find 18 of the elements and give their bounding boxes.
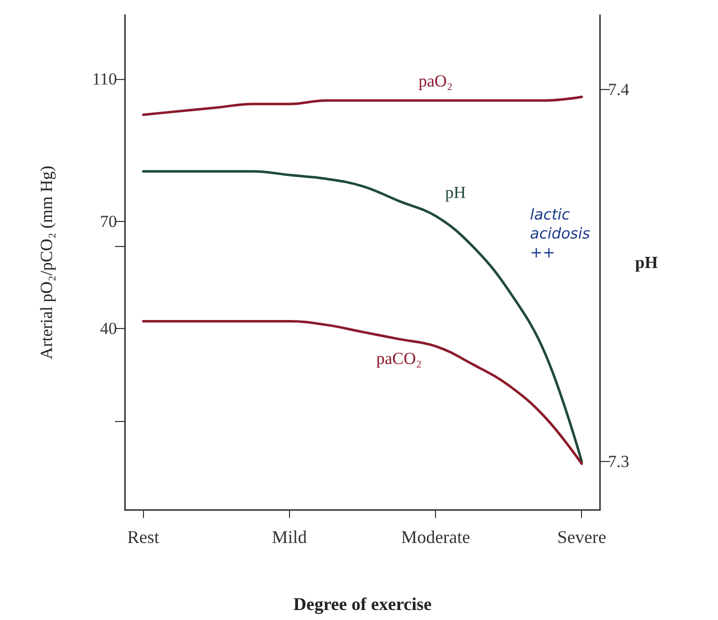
x-axis-title: Degree of exercise	[293, 594, 432, 614]
y2-tick-label: 7.4	[608, 80, 630, 99]
series-label: pH	[445, 182, 466, 202]
y-tick-label: 110	[92, 70, 117, 89]
annotation: lactic acidosis ++	[530, 206, 595, 262]
x-tick-label: Rest	[127, 527, 160, 547]
y-tick-label: 40	[100, 318, 117, 338]
y2-axis-title: pH	[635, 253, 658, 272]
series-label: paCO₂	[376, 349, 422, 368]
x-tick-label: Severe	[557, 527, 606, 547]
y-axis-title: Arterial pO₂/pCO₂ (mm Hg)	[37, 166, 56, 360]
series-label: paO₂	[418, 71, 453, 90]
line-series	[142, 96, 583, 116]
x-tick-label: Moderate	[401, 527, 470, 547]
line-series	[142, 320, 583, 465]
y2-tick-label: 7.3	[608, 452, 630, 472]
x-tick-label: Mild	[272, 527, 307, 547]
y-tick-label: 70	[100, 212, 117, 232]
